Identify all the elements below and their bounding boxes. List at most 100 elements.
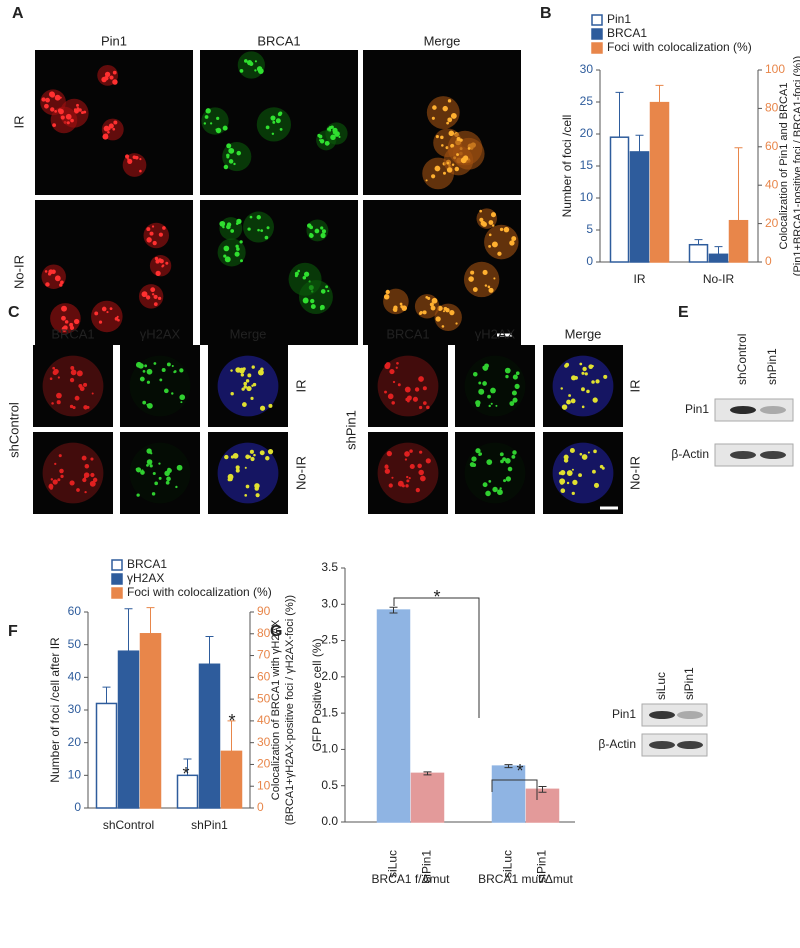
focus <box>135 467 139 471</box>
y2-tick-label: 90 <box>257 604 271 618</box>
lane-label: shControl <box>735 334 749 385</box>
y2-axis-title: (BRCA1+γH2AX-positive foci / γH2AX-foci … <box>284 595 296 825</box>
focus <box>417 463 422 469</box>
focus <box>127 158 133 164</box>
focus <box>257 369 264 376</box>
focus <box>139 158 142 161</box>
row-label: IR <box>11 116 26 129</box>
focus <box>73 318 80 325</box>
focus <box>146 459 153 465</box>
focus <box>161 264 165 267</box>
focus <box>446 161 450 165</box>
focus <box>488 287 494 293</box>
focus <box>155 270 161 277</box>
focus <box>412 396 418 402</box>
focus <box>241 402 247 407</box>
focus <box>247 227 251 231</box>
focus <box>446 121 449 125</box>
focus <box>507 466 513 472</box>
focus <box>579 362 583 366</box>
column-header: BRCA1 <box>51 326 94 341</box>
bar-label: siLuc <box>386 850 400 878</box>
focus <box>443 171 446 175</box>
focus <box>325 285 329 289</box>
focus <box>158 232 163 237</box>
focus <box>61 326 68 332</box>
focus <box>327 142 330 145</box>
group-label: shPin1 <box>343 410 358 450</box>
focus <box>247 388 251 391</box>
y-tick-label: 0 <box>74 800 81 814</box>
focus <box>102 133 109 140</box>
focus <box>310 304 316 310</box>
focus <box>404 386 411 393</box>
focus <box>146 402 153 409</box>
y-tick-label: 50 <box>68 637 82 651</box>
nucleus <box>42 442 104 504</box>
focus <box>249 215 253 219</box>
error-bar <box>694 239 703 245</box>
focus <box>509 240 515 246</box>
focus <box>399 302 403 306</box>
nucleus <box>484 224 519 260</box>
focus <box>98 320 103 324</box>
bracket <box>393 597 480 718</box>
band <box>677 741 703 749</box>
focus <box>82 477 87 483</box>
focus <box>246 60 253 66</box>
focus <box>76 370 83 377</box>
focus <box>586 389 590 394</box>
error-bar <box>102 686 111 704</box>
focus <box>239 240 243 244</box>
focus <box>388 483 393 488</box>
focus <box>113 120 118 125</box>
focus <box>259 450 265 456</box>
y-tick-label: 40 <box>68 670 82 684</box>
focus <box>215 128 218 131</box>
focus <box>582 366 587 372</box>
focus <box>499 487 502 490</box>
focus <box>571 375 577 381</box>
focus <box>490 402 493 405</box>
focus <box>44 103 49 109</box>
focus <box>405 484 409 488</box>
focus <box>310 298 315 304</box>
focus <box>144 364 148 368</box>
focus <box>222 125 228 131</box>
focus <box>236 247 240 251</box>
focus <box>406 475 409 479</box>
focus <box>149 232 153 235</box>
focus <box>151 225 155 228</box>
nucleus <box>377 442 439 504</box>
focus <box>569 448 575 454</box>
focus <box>303 271 310 277</box>
focus <box>430 305 436 311</box>
focus <box>254 60 257 63</box>
focus <box>328 125 333 130</box>
focus <box>320 232 326 239</box>
focus <box>265 125 270 130</box>
focus <box>487 285 491 289</box>
y-tick-label: 2.5 <box>321 633 338 647</box>
focus <box>497 489 503 496</box>
focus <box>332 131 335 134</box>
focus <box>103 125 110 132</box>
row-label: No-IR <box>11 255 26 289</box>
bar <box>688 243 709 263</box>
focus <box>161 367 166 372</box>
focus <box>83 382 88 387</box>
focus <box>450 113 457 119</box>
y-tick-label: 0.5 <box>321 778 338 792</box>
focus <box>318 139 322 142</box>
focus <box>149 464 153 468</box>
focus <box>152 240 157 246</box>
focus <box>228 476 233 482</box>
focus <box>338 135 341 138</box>
focus <box>514 383 520 389</box>
focus <box>153 302 158 307</box>
y-tick-label: 2.0 <box>321 669 338 683</box>
focus <box>112 127 116 131</box>
focus <box>58 454 62 458</box>
focus <box>89 480 96 487</box>
focus <box>384 390 387 394</box>
